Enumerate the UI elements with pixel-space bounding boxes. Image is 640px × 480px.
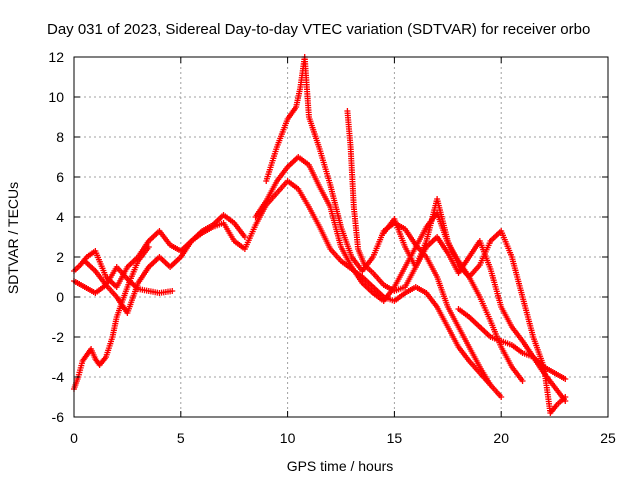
series-trace-3 bbox=[252, 154, 526, 384]
data-point bbox=[498, 394, 505, 400]
y-tick-label: -2 bbox=[52, 329, 65, 345]
data-points bbox=[71, 54, 569, 416]
y-tick-label: 6 bbox=[56, 169, 64, 185]
series-trace-6 bbox=[455, 306, 569, 382]
x-axis-label: GPS time / hours bbox=[287, 458, 394, 474]
y-tick-label: 10 bbox=[48, 89, 64, 105]
data-point bbox=[169, 288, 176, 294]
data-point bbox=[145, 244, 152, 250]
x-axis-ticks: 0 5 10 15 20 25 bbox=[70, 57, 616, 446]
series-trace-5 bbox=[380, 196, 569, 416]
series-trace-8 bbox=[71, 244, 152, 392]
data-point bbox=[562, 394, 569, 400]
data-point bbox=[562, 376, 569, 382]
chart-title: Day 031 of 2023, Sidereal Day-to-day VTE… bbox=[47, 21, 590, 38]
y-tick-label: -6 bbox=[52, 409, 65, 425]
y-axis-label: SDTVAR / TECUs bbox=[5, 182, 21, 294]
x-tick-label: 10 bbox=[280, 430, 296, 446]
series-trace-9 bbox=[81, 212, 248, 316]
y-axis-ticks: -6 -4 -2 0 2 4 6 8 10 12 bbox=[48, 49, 608, 425]
x-tick-label: 0 bbox=[70, 430, 78, 446]
plot-border bbox=[73, 56, 609, 418]
y-tick-label: 4 bbox=[56, 209, 64, 225]
y-tick-label: 8 bbox=[56, 129, 64, 145]
y-tick-label: 2 bbox=[56, 249, 64, 265]
y-tick-label: 0 bbox=[56, 289, 64, 305]
data-point bbox=[519, 378, 526, 384]
x-tick-label: 15 bbox=[387, 430, 403, 446]
data-point bbox=[241, 234, 248, 240]
y-tick-label: -4 bbox=[52, 369, 65, 385]
x-tick-label: 20 bbox=[493, 430, 509, 446]
y-tick-label: 12 bbox=[48, 49, 64, 65]
series-trace-2 bbox=[263, 54, 505, 400]
x-tick-label: 25 bbox=[600, 430, 616, 446]
x-tick-label: 5 bbox=[177, 430, 185, 446]
